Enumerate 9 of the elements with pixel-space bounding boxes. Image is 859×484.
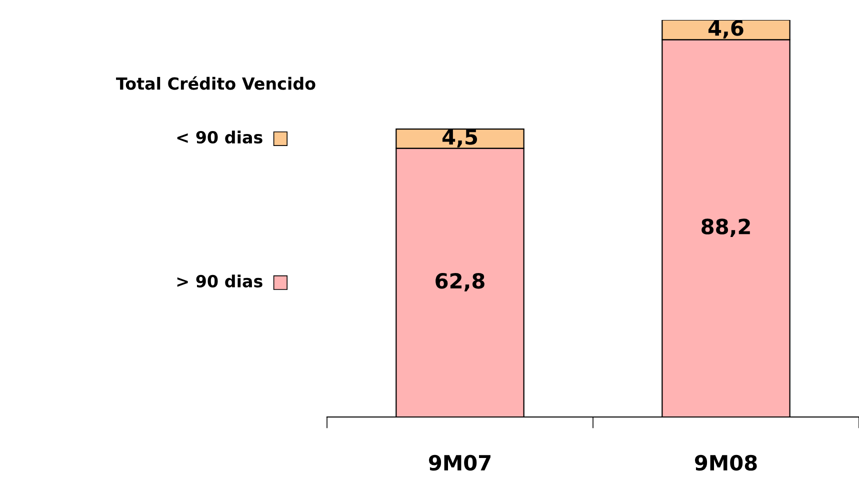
legend-label: > 90 dias <box>177 274 262 288</box>
data-label: 88,2 <box>702 218 750 238</box>
data-label: 62,8 <box>436 272 484 292</box>
text: Total Crédito Vencido <box>116 76 316 90</box>
data-label: 4,6 <box>708 20 744 39</box>
x-tick-label: 9M08 <box>694 454 757 471</box>
x-tick-label: 9M07 <box>428 454 490 471</box>
legend-label: < 90 dias <box>177 130 262 144</box>
data-label: 4,5 <box>442 129 477 148</box>
